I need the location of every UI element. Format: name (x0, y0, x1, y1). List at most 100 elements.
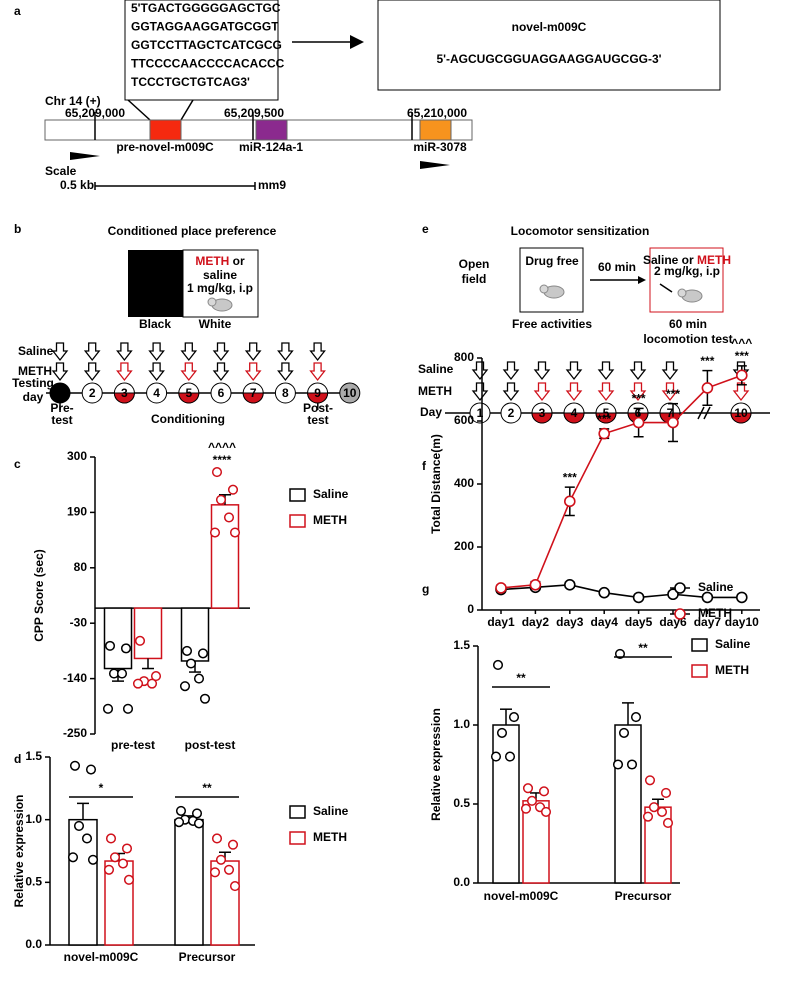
chamber-caption: White (199, 317, 232, 331)
callout-line (180, 99, 194, 121)
data-point (175, 805, 187, 816)
x-tick-label: pre-test (111, 738, 155, 752)
gene-block (149, 119, 182, 141)
sequence-line: 5'TGACTGGGGGAGCTGC (131, 1, 281, 15)
data-point (229, 881, 241, 892)
data-point (504, 751, 516, 762)
data-point (520, 803, 532, 814)
data-point (644, 775, 656, 786)
meth-arrow (565, 382, 583, 402)
saline-arrow (51, 342, 69, 362)
x-tick-label: day3 (556, 615, 584, 629)
day-number: 3 (539, 406, 546, 420)
panel-label: c (14, 457, 21, 471)
data-point (109, 852, 121, 863)
interval-label: 60 min (598, 260, 636, 274)
chamber-dose: 1 mg/kg, i.p (187, 281, 253, 295)
data-point (211, 833, 223, 844)
x-tick-label: day7 (694, 615, 722, 629)
data-point (632, 591, 645, 604)
y-tick-label: -250 (63, 726, 87, 740)
data-point (197, 648, 209, 659)
arrow-head (350, 35, 364, 49)
data-point (105, 833, 117, 844)
x-tick-label: novel-m009C (484, 889, 559, 903)
data-point (117, 858, 129, 869)
data-point (229, 527, 241, 538)
data-point (563, 495, 576, 508)
mature-sequence: 5'-AGCUGCGGUAGGAAGGAUGCGG-3' (436, 52, 661, 66)
legend-swatch (691, 638, 708, 652)
phase-label: test (307, 413, 328, 427)
bar (614, 724, 642, 884)
arena-box (519, 247, 584, 313)
annotation: *** (563, 470, 577, 484)
annotation: ^^^^ (208, 440, 236, 454)
y-axis-label: Total Distance(m) (429, 434, 443, 534)
legend-label: METH (715, 663, 749, 677)
day-circle (146, 382, 168, 404)
data-point (123, 874, 135, 885)
data-point (223, 512, 235, 523)
sequence-line: GGTAGGAAGGATGCGGT (131, 20, 279, 34)
coordinate-label: 65,209,500 (224, 106, 284, 120)
y-axis-label: Relative expression (12, 795, 26, 908)
day-number: 5 (603, 406, 610, 420)
data-point (667, 588, 679, 601)
data-point (508, 712, 520, 723)
data-point (150, 671, 162, 682)
panel-title: Locomotor sensitization (511, 224, 650, 238)
annotation: *** (666, 387, 680, 401)
data-point (116, 668, 128, 679)
x-tick-label: Precursor (615, 889, 672, 903)
y-tick-label: 190 (67, 505, 87, 519)
primer-arrow (420, 161, 450, 169)
data-point (120, 643, 132, 654)
mouse-icon (677, 288, 687, 298)
data-point (132, 678, 144, 689)
y-tick-label: 600 (454, 413, 474, 427)
annotation: **** (213, 453, 232, 467)
panel-label: e (422, 222, 429, 236)
data-point (522, 783, 534, 794)
panel-label: d (14, 752, 21, 766)
data-point (660, 787, 672, 798)
sequence-box (124, 0, 279, 101)
data-point (215, 494, 227, 505)
day-circle-fill (531, 412, 553, 424)
data-point (735, 591, 748, 604)
y-tick-label: 1.0 (453, 717, 470, 731)
meth-arrow (309, 362, 326, 382)
phase-label: Conditioning (151, 412, 225, 426)
day-circle (81, 382, 103, 404)
data-point (191, 808, 203, 819)
chamber-treatment: METH or (195, 254, 245, 268)
legend-label: METH (698, 606, 732, 620)
data-point (662, 817, 674, 829)
bar (174, 818, 204, 946)
saline-arrow (661, 361, 679, 381)
day-number: 10 (343, 386, 357, 400)
data-point (193, 818, 205, 829)
scale-title: Scale (45, 164, 77, 178)
y-tick-label: -140 (63, 671, 87, 685)
box-caption: Free activities (512, 317, 592, 331)
y-axis-label: CPP Score (sec) (32, 549, 46, 642)
meth-arrow (661, 382, 679, 402)
data-point (529, 578, 542, 591)
meth-arrow (597, 382, 615, 402)
day-number: 2 (508, 406, 515, 420)
x-tick-label: day10 (725, 615, 759, 629)
data-point (81, 833, 93, 844)
data-point (146, 678, 158, 689)
data-point (73, 820, 85, 831)
saline-arrow (533, 361, 551, 381)
day-number: 10 (734, 406, 748, 420)
y-tick-label: 0.5 (453, 796, 470, 810)
y-tick-label: 0.0 (25, 937, 42, 951)
chamber-caption: Black (139, 317, 171, 331)
sequence-line: GGTCCTTAGCTCATCGCG (131, 38, 282, 52)
mature-box (377, 0, 721, 91)
phase-label: Post- (303, 401, 333, 415)
